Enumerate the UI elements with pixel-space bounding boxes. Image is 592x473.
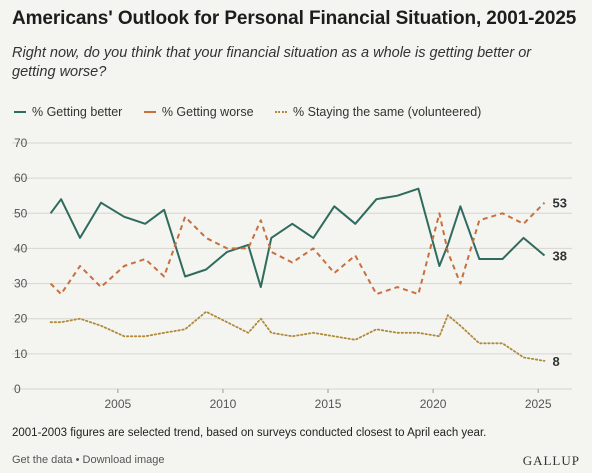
x-tick-label-2020: 2020 — [420, 397, 447, 411]
x-tick-label-2005: 2005 — [105, 397, 132, 411]
series-end-label-1: 53 — [552, 196, 566, 211]
y-tick-label-0: 0 — [14, 382, 21, 396]
legend-label-getting-worse: % Getting worse — [161, 105, 254, 119]
footer-links: Get the data • Download image — [12, 454, 164, 466]
legend-label-staying-same: % Staying the same (volunteered) — [293, 105, 482, 119]
y-tick-label-20: 20 — [14, 312, 28, 326]
legend-swatch-getting-better — [14, 111, 26, 113]
legend-swatch-getting-worse — [143, 111, 156, 113]
y-tick-label-60: 60 — [14, 171, 28, 185]
gallup-logo: GALLUP — [522, 453, 580, 468]
legend-item-staying-same: % Staying the same (volunteered) — [275, 105, 481, 119]
x-tick-label-2025: 2025 — [525, 397, 552, 411]
chart-title: Americans' Outlook for Personal Financia… — [12, 8, 577, 29]
y-tick-label-30: 30 — [14, 277, 28, 291]
y-tick-label-10: 10 — [14, 347, 28, 361]
chart-footnote: 2001-2003 figures are selected trend, ba… — [12, 427, 487, 439]
footer-separator: • — [75, 454, 80, 466]
series-end-label-2: 8 — [552, 354, 559, 369]
y-tick-label-50: 50 — [14, 206, 28, 220]
get-data-link[interactable]: Get the data — [12, 454, 73, 466]
chart-legend: % Getting better % Getting worse % Stayi… — [14, 102, 499, 119]
legend-label-getting-better: % Getting better — [32, 105, 123, 119]
series-line-0 — [49, 187, 546, 289]
legend-item-getting-better: % Getting better — [14, 105, 122, 119]
download-image-link[interactable]: Download image — [82, 454, 165, 466]
x-tick-label-2010: 2010 — [210, 397, 237, 411]
y-tick-label-40: 40 — [14, 241, 28, 255]
series-end-label-0: 38 — [552, 248, 566, 263]
legend-swatch-staying-same — [275, 111, 288, 113]
series-line-2 — [49, 310, 546, 362]
series-line-1 — [49, 201, 546, 296]
legend-item-getting-worse: % Getting worse — [143, 105, 254, 119]
y-tick-label-70: 70 — [14, 136, 28, 150]
x-tick-label-2015: 2015 — [315, 397, 342, 411]
chart-subtitle: Right now, do you think that your financ… — [12, 45, 532, 80]
